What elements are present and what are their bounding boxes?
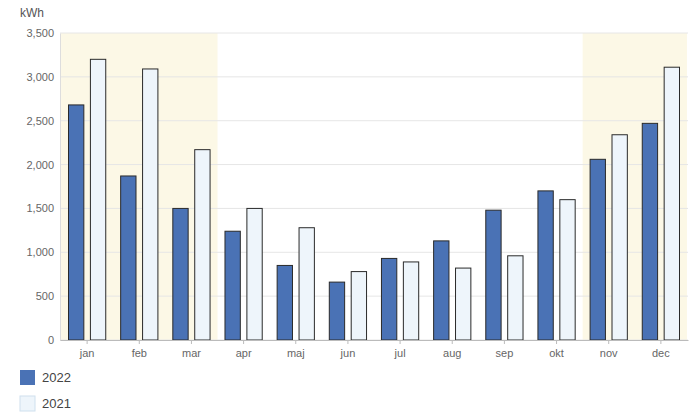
y-tick-label: 3,000 (26, 71, 54, 83)
y-tick: 3,500 (26, 27, 60, 39)
bar (329, 282, 344, 340)
bar (456, 268, 471, 340)
x-tick: feb (132, 340, 147, 359)
x-tick-mark (400, 340, 401, 344)
bars (69, 59, 680, 340)
y-tick: 0 (48, 334, 60, 346)
y-tick: 2,000 (26, 159, 60, 171)
bar (403, 262, 418, 340)
grid (60, 33, 688, 340)
x-tick: mar (182, 340, 201, 359)
x-axis-line (61, 340, 689, 341)
y-tick-label: 1,000 (26, 246, 54, 258)
x-tick: aug (443, 340, 461, 359)
legend: 2022 2021 (20, 370, 71, 411)
x-axis: jan feb mar apr maj jun jul aug sep okt nov dec (61, 340, 689, 359)
bar (381, 258, 396, 340)
x-tick-label: apr (236, 347, 252, 359)
x-tick: okt (549, 340, 564, 359)
x-tick-label: feb (132, 347, 147, 359)
x-tick-mark (295, 340, 296, 344)
bar (90, 59, 105, 340)
x-tick: apr (236, 340, 252, 359)
legend-swatch (20, 396, 35, 411)
y-axis-title: kWh (20, 6, 44, 20)
bar (143, 69, 158, 340)
grid-line (60, 33, 688, 34)
bar (69, 105, 84, 340)
x-tick-mark (608, 340, 609, 344)
chart: 0 500 1,000 1,500 2,000 2,500 3,000 3,500 jan feb… (0, 0, 700, 419)
y-tick-label: 3,500 (26, 27, 54, 39)
x-tick-mark (139, 340, 140, 344)
series (90, 59, 679, 340)
y-tick-label: 500 (36, 290, 54, 302)
x-tick-label: dec (652, 347, 670, 359)
highlight-band (61, 33, 217, 340)
x-tick-mark (452, 340, 453, 344)
x-tick-mark (660, 340, 661, 344)
bar (590, 159, 605, 340)
x-tick-label: aug (443, 347, 461, 359)
y-tick: 2,500 (26, 115, 60, 127)
bar (173, 208, 188, 340)
x-tick: jan (79, 340, 95, 359)
x-tick-mark (504, 340, 505, 344)
x-tick-label: sep (496, 347, 514, 359)
bar (225, 231, 240, 340)
legend-label: 2021 (42, 396, 71, 411)
y-axis-line (60, 34, 61, 341)
y-tick: 500 (36, 290, 60, 302)
legend-label: 2022 (42, 370, 71, 385)
x-tick-label: jun (340, 347, 356, 359)
bar (434, 241, 449, 340)
x-tick: sep (496, 340, 514, 359)
x-tick-label: jul (394, 347, 406, 359)
y-tick-label: 2,500 (26, 115, 54, 127)
bar (538, 191, 553, 340)
y-axis: 0 500 1,000 1,500 2,000 2,500 3,000 3,500 (26, 27, 60, 346)
bar (121, 176, 136, 340)
legend-swatch (20, 370, 35, 385)
bar (560, 200, 575, 340)
bar (664, 67, 679, 340)
x-tick-label: jan (79, 347, 95, 359)
bar (612, 135, 627, 340)
y-tick: 1,500 (26, 202, 60, 214)
x-tick: maj (287, 340, 305, 359)
bar (247, 208, 262, 340)
x-tick: jun (340, 340, 356, 359)
bar (508, 256, 523, 340)
x-tick-mark (191, 340, 192, 344)
x-tick-label: okt (549, 347, 564, 359)
x-tick-mark (243, 340, 244, 344)
y-tick-label: 1,500 (26, 202, 54, 214)
x-tick: nov (600, 340, 618, 359)
x-tick-mark (347, 340, 348, 344)
bar (642, 123, 657, 340)
y-tick-label: 0 (48, 334, 54, 346)
x-tick-mark (87, 340, 88, 344)
highlight-band (583, 33, 687, 340)
x-tick-label: nov (600, 347, 618, 359)
y-tick: 3,000 (26, 71, 60, 83)
x-tick: dec (652, 340, 670, 359)
x-tick-label: maj (287, 347, 305, 359)
x-tick-mark (556, 340, 557, 344)
x-tick-label: mar (182, 347, 201, 359)
bar (486, 210, 501, 340)
bar (299, 228, 314, 340)
bar (351, 272, 366, 340)
plot: 0 500 1,000 1,500 2,000 2,500 3,000 3,500 jan feb… (26, 27, 688, 359)
y-tick-label: 2,000 (26, 159, 54, 171)
bar (277, 265, 292, 340)
y-tick: 1,000 (26, 246, 60, 258)
bar (195, 150, 210, 340)
x-tick: jul (394, 340, 406, 359)
